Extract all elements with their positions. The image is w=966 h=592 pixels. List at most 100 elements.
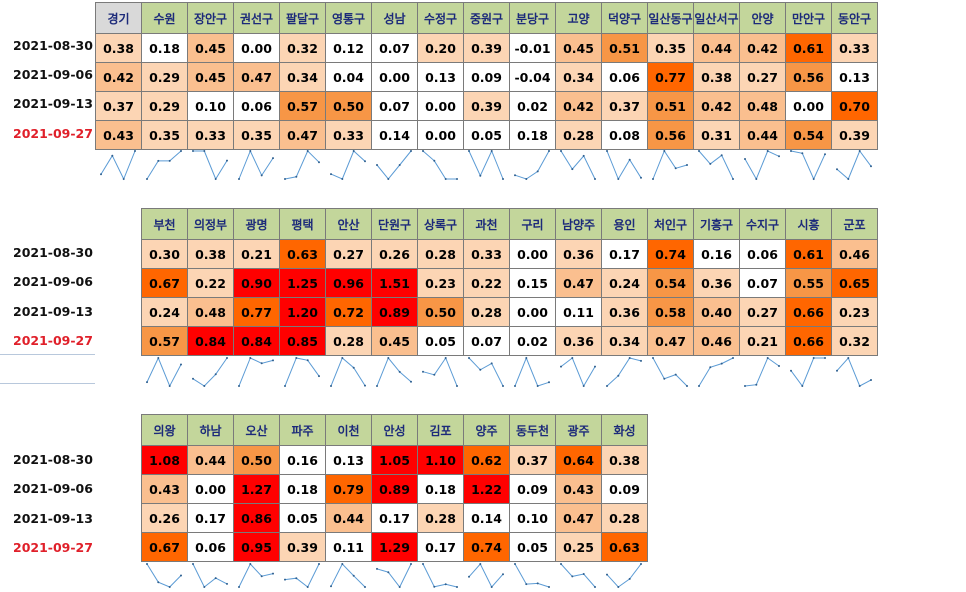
value-cell: 0.79: [325, 474, 372, 504]
sparkline-point: [640, 359, 642, 362]
sparkline-point: [870, 165, 872, 168]
sparkline-point: [628, 577, 631, 580]
table-block-2: 2021-08-30 2021-09-06 2021-09-13 2021-09…: [0, 208, 878, 388]
sparkline-point: [192, 563, 194, 565]
sparkline-point: [330, 585, 332, 588]
sparkline: [744, 150, 780, 181]
value-cell: 0.70: [831, 91, 878, 121]
sparkline: [606, 357, 642, 387]
sparkline-point: [203, 586, 206, 588]
sparkline-point: [146, 381, 148, 384]
value-cell: 0.11: [325, 532, 372, 562]
region-header: 하남: [187, 414, 234, 446]
region-header: 분당구: [509, 2, 556, 34]
value-cell: 0.24: [601, 268, 648, 298]
value-cell: 0.23: [417, 268, 464, 298]
sparkline-point: [433, 585, 436, 588]
sparkline: [790, 150, 826, 181]
sparkline-point: [560, 150, 562, 152]
header-row: 부천 의정부 광명 평택 안산 단원구 상록구 과천 구리 남양주 용인 처인구 기흥구 수지구 시흥 군포: [141, 208, 878, 240]
sparkline-point: [744, 158, 746, 160]
value-cell: 0.07: [371, 33, 418, 63]
sparkline: [836, 357, 872, 387]
sparkline-point: [720, 154, 723, 157]
region-header: 팔달구: [279, 2, 326, 34]
sparkline: [560, 150, 596, 180]
region-header: 수지구: [739, 208, 786, 240]
region-header: 장안구: [187, 2, 234, 34]
sparkline: [560, 357, 596, 388]
sparkline-point: [192, 377, 194, 380]
value-cell: 0.56: [647, 120, 694, 150]
sparkline-point: [272, 157, 274, 160]
sparkline-row-2: [146, 356, 872, 388]
region-header: 의정부: [187, 208, 234, 240]
sparkline-point: [594, 586, 596, 588]
sparkline-point: [571, 168, 574, 171]
sparkline: [468, 563, 504, 588]
value-cell: 0.44: [739, 120, 786, 150]
sparkline-point: [709, 162, 712, 165]
sparkline-point: [214, 577, 217, 580]
sparkline-point: [410, 150, 412, 152]
sparkline-point: [364, 384, 366, 387]
sparkline: [100, 150, 136, 181]
sparkline-point: [778, 155, 780, 158]
sparkline-point: [698, 150, 700, 152]
value-cell: 1.20: [279, 297, 326, 327]
sparkline-point: [824, 153, 826, 156]
sparkline: [192, 357, 228, 387]
value-cell: 0.17: [417, 532, 464, 562]
sparkline-point: [640, 563, 642, 565]
sparkline: [606, 150, 642, 181]
sparkline-point: [502, 178, 504, 180]
value-cell: 0.39: [831, 120, 878, 150]
sparkline-point: [468, 575, 470, 578]
sparkline-point: [698, 385, 700, 387]
value-cell: 0.12: [325, 33, 372, 63]
value-cell: 0.09: [463, 62, 510, 92]
divider-line: [0, 383, 95, 384]
sparkline-point: [146, 563, 148, 565]
sparkline-point: [502, 385, 504, 387]
region-header: 평택: [279, 208, 326, 240]
value-cell: 0.45: [371, 326, 418, 356]
sparkline-point: [433, 373, 436, 376]
sparkline-point: [387, 357, 390, 359]
value-cell: 0.07: [463, 326, 510, 356]
value-cell: 0.25: [555, 532, 602, 562]
value-cell: 0.90: [233, 268, 280, 298]
region-header: 만안구: [785, 2, 832, 34]
sparkline-point: [398, 586, 401, 588]
table-row: 0.67 0.22 0.90 1.25 0.96 1.51 0.23 0.22 0.15 0.47…: [141, 268, 878, 298]
value-cell: 0.38: [187, 239, 234, 269]
value-cell: 0.00: [187, 474, 234, 504]
value-cell: 0.24: [141, 297, 188, 327]
value-cell: 0.00: [417, 120, 464, 150]
sparkline: [514, 150, 550, 180]
sparkline: [468, 357, 504, 387]
sparkline: [836, 149, 872, 180]
sparkline-point: [203, 385, 206, 387]
region-header: 파주: [279, 414, 326, 446]
sparkline-point: [720, 362, 723, 365]
sparkline-point: [295, 357, 298, 359]
sparkline-point: [468, 357, 470, 359]
sparkline-point: [790, 369, 792, 372]
sparkline-point: [514, 174, 516, 177]
table-row: 1.08 0.44 0.50 0.16 0.13 1.05 1.10 0.62 0.37 0.64…: [141, 445, 648, 475]
sparkline-point: [628, 158, 631, 161]
value-cell: 0.72: [325, 297, 372, 327]
value-cell: 1.22: [463, 474, 510, 504]
value-cell: 0.18: [279, 474, 326, 504]
region-header: 일산서구: [693, 2, 740, 34]
date-label-highlight: 2021-09-27: [13, 126, 93, 141]
value-cell: 0.20: [417, 33, 464, 63]
value-cell: 0.05: [417, 326, 464, 356]
sparkline-point: [180, 574, 182, 577]
sparkline-point: [525, 583, 528, 586]
sparkline-point: [157, 357, 160, 359]
sparkline-point: [479, 368, 482, 371]
value-cell: 0.38: [95, 33, 142, 63]
date-label-highlight: 2021-09-27: [13, 333, 93, 348]
